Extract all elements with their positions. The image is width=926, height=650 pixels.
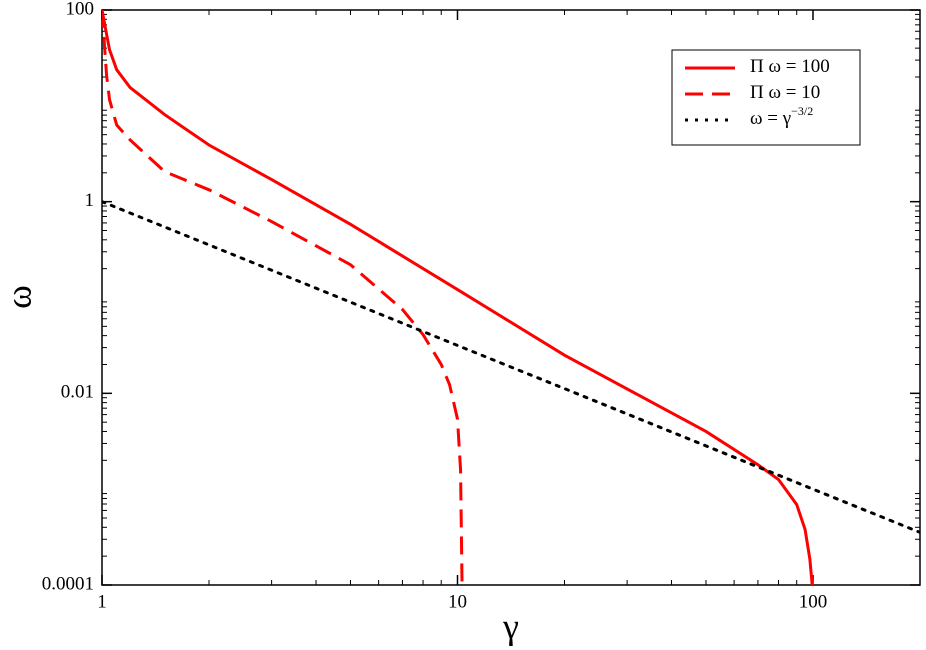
legend-label-text: Π ω = 100 [750, 56, 830, 77]
x-axis-title: γ [502, 606, 519, 646]
y-tick-label: 0.0001 [42, 573, 94, 594]
y-tick-label: 100 [66, 0, 95, 19]
x-tick-label: 100 [799, 591, 828, 612]
series-line [102, 200, 920, 534]
y-axis-title: ω [0, 285, 38, 309]
legend-label-superscript: −3/2 [791, 104, 813, 118]
series-line [102, 10, 464, 585]
plot-frame [101, 9, 921, 586]
x-tick-label: 10 [448, 591, 467, 612]
y-tick-label: 1 [85, 190, 95, 211]
legend-label: Π ω = 100 [750, 56, 830, 77]
series-line [102, 10, 814, 585]
legend-box [671, 49, 861, 146]
legend-label: ω = γ−3/2 [750, 104, 813, 130]
x-tick-label: 1 [97, 591, 107, 612]
legend-label-text: ω = γ [750, 108, 791, 129]
legend-label-text: Π ω = 10 [750, 82, 820, 103]
y-tick-label: 0.01 [61, 382, 94, 403]
legend-label: Π ω = 10 [750, 82, 820, 103]
